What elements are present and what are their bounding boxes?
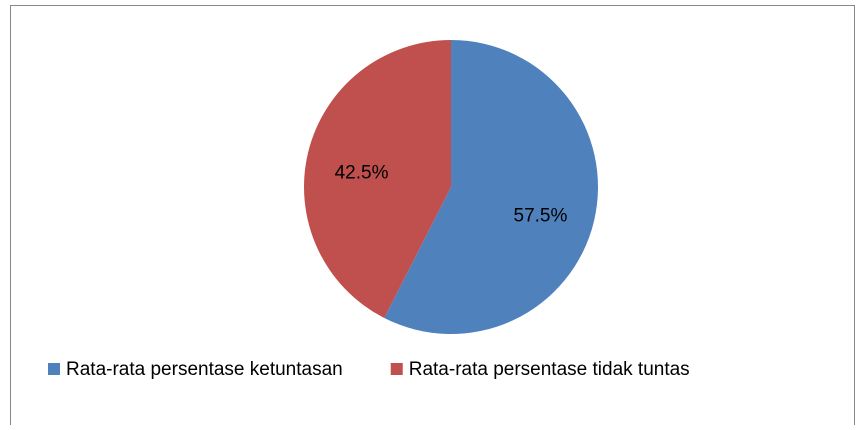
legend-label: Rata-rata persentase tidak tuntas [409,359,690,380]
data-label: 42.5% [335,163,389,184]
legend-label: Rata-rata persentase ketuntasan [66,359,343,380]
legend-swatch [390,363,403,375]
legend-swatch [48,363,60,375]
pie-slice [384,40,598,334]
pie-slice [304,39,451,318]
data-label: 57.5% [514,205,568,226]
